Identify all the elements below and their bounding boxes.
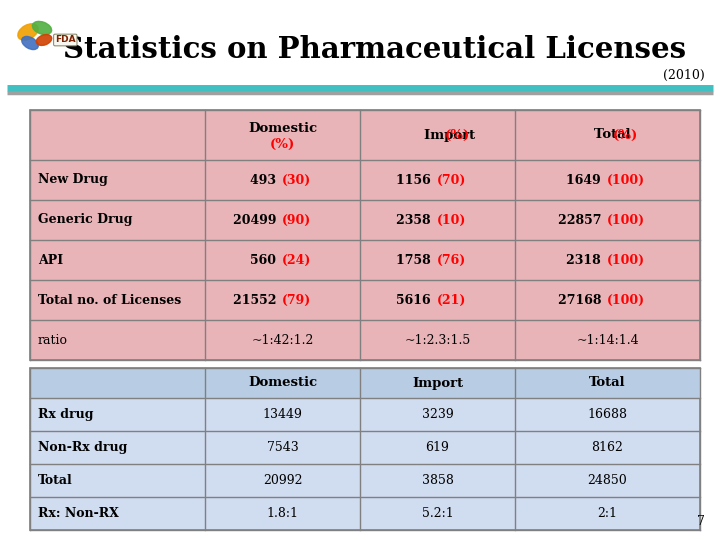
Ellipse shape <box>36 35 52 45</box>
Text: (100): (100) <box>606 294 644 307</box>
Text: 21552: 21552 <box>233 294 281 307</box>
Text: 7: 7 <box>697 515 705 528</box>
Text: 27168: 27168 <box>557 294 606 307</box>
Text: (10): (10) <box>436 213 466 226</box>
Text: (79): (79) <box>282 294 311 307</box>
Text: Import: Import <box>412 376 463 389</box>
Text: Rx: Non-RX: Rx: Non-RX <box>38 507 119 520</box>
Text: (21): (21) <box>436 294 466 307</box>
Text: 2358: 2358 <box>397 213 436 226</box>
Text: Statistics on Pharmaceutical Licenses: Statistics on Pharmaceutical Licenses <box>63 36 687 64</box>
Text: (24): (24) <box>282 253 311 267</box>
Text: Non-Rx drug: Non-Rx drug <box>38 441 127 454</box>
Text: Total no. of Licenses: Total no. of Licenses <box>38 294 181 307</box>
Text: (76): (76) <box>436 253 466 267</box>
Text: 5616: 5616 <box>397 294 436 307</box>
Text: 2:1: 2:1 <box>598 507 618 520</box>
Text: (100): (100) <box>606 213 644 226</box>
Text: Domestic: Domestic <box>248 122 317 134</box>
Text: Import: Import <box>423 129 480 141</box>
Text: Rx drug: Rx drug <box>38 408 94 421</box>
Text: (30): (30) <box>282 173 311 186</box>
Ellipse shape <box>18 24 38 40</box>
Text: 20992: 20992 <box>263 474 302 487</box>
Bar <box>30 368 700 530</box>
Text: 5.2:1: 5.2:1 <box>422 507 454 520</box>
Text: (%): (%) <box>270 138 295 151</box>
Text: 1649: 1649 <box>567 173 606 186</box>
Text: (90): (90) <box>282 213 311 226</box>
Bar <box>30 368 700 398</box>
Text: 7543: 7543 <box>266 441 298 454</box>
Text: Total: Total <box>38 474 73 487</box>
Text: API: API <box>38 253 63 267</box>
Text: (100): (100) <box>606 253 644 267</box>
Bar <box>30 110 700 360</box>
Text: 1758: 1758 <box>397 253 436 267</box>
Text: 493: 493 <box>250 173 281 186</box>
Text: 1156: 1156 <box>397 173 436 186</box>
Ellipse shape <box>22 36 38 50</box>
Text: 20499: 20499 <box>233 213 281 226</box>
Text: 619: 619 <box>426 441 449 454</box>
Text: Generic Drug: Generic Drug <box>38 213 132 226</box>
Text: 16688: 16688 <box>588 408 628 421</box>
Text: Total: Total <box>593 129 635 141</box>
Text: 560: 560 <box>250 253 281 267</box>
Text: 1.8:1: 1.8:1 <box>266 507 299 520</box>
Text: 3858: 3858 <box>422 474 454 487</box>
Text: 13449: 13449 <box>263 408 302 421</box>
Text: FDA: FDA <box>55 36 76 44</box>
Text: New Drug: New Drug <box>38 173 108 186</box>
Text: 2318: 2318 <box>567 253 606 267</box>
Text: ~1:14:1.4: ~1:14:1.4 <box>576 334 639 347</box>
Text: 24850: 24850 <box>588 474 627 487</box>
Text: (2010): (2010) <box>663 69 705 82</box>
Text: (70): (70) <box>436 173 466 186</box>
Text: (%): (%) <box>613 129 638 141</box>
Text: ratio: ratio <box>38 334 68 347</box>
Text: Domestic: Domestic <box>248 376 317 389</box>
Text: ~1:42:1.2: ~1:42:1.2 <box>251 334 314 347</box>
Text: 8162: 8162 <box>592 441 624 454</box>
Text: (%): (%) <box>445 129 470 141</box>
Text: 3239: 3239 <box>422 408 454 421</box>
Text: (100): (100) <box>606 173 644 186</box>
Text: Total: Total <box>589 376 626 389</box>
Text: ~1:2.3:1.5: ~1:2.3:1.5 <box>405 334 471 347</box>
Ellipse shape <box>32 22 52 35</box>
Text: 22857: 22857 <box>557 213 606 226</box>
